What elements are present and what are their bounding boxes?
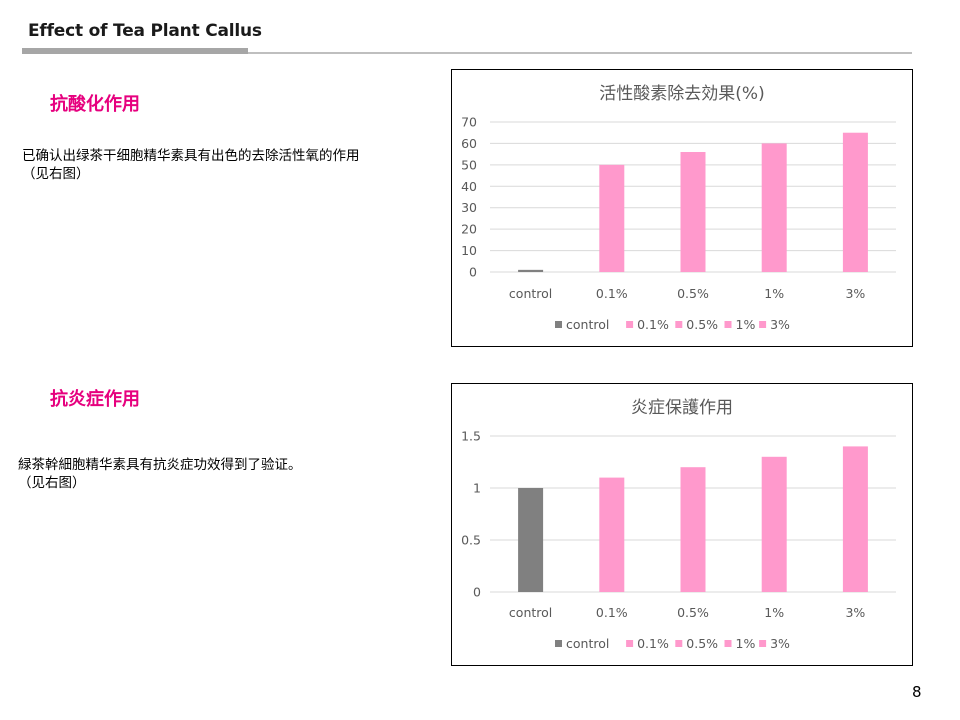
legend-entry: 3%	[770, 317, 790, 332]
x-tick-label: control	[509, 605, 552, 620]
legend-swatch	[675, 321, 683, 328]
legend-entry: control	[566, 636, 609, 651]
anti-inflammatory-description: 緑茶幹細胞精华素具有抗炎症功效得到了验证。 （见右图）	[18, 456, 302, 492]
legend-swatch	[555, 321, 562, 328]
y-tick-label: 0	[469, 265, 477, 280]
antioxidant-heading: 抗酸化作用	[50, 94, 140, 115]
legend-entry: 0.5%	[686, 636, 718, 651]
bar-0-1pct	[599, 164, 625, 272]
x-tick-label: 1%	[764, 605, 784, 620]
x-tick-label: 0.5%	[677, 286, 709, 301]
y-tick-label: 1	[473, 481, 481, 496]
y-tick-label: 40	[461, 179, 477, 194]
x-tick-label: 3%	[845, 286, 865, 301]
legend-swatch	[626, 640, 634, 647]
anti-inflammatory-text-line: （见右图）	[18, 475, 86, 491]
legend-entry: 1%	[736, 636, 756, 651]
legend-swatch	[724, 640, 732, 647]
bar-0-1pct	[599, 477, 625, 592]
legend-swatch	[555, 640, 562, 647]
y-tick-label: 70	[461, 115, 477, 130]
bar-1pct	[761, 143, 787, 272]
bar-3pct	[842, 132, 868, 272]
bar-1pct	[761, 456, 787, 592]
legend-swatch	[626, 321, 634, 328]
x-tick-label: 0.1%	[596, 605, 628, 620]
antioxidant-description: 已确认出绿茶干细胞精华素具有出色的去除活性氧的作用 （见右图）	[22, 147, 360, 183]
bar-control	[518, 488, 544, 592]
title-divider	[248, 52, 912, 54]
chart-title: 活性酸素除去効果(%)	[599, 84, 764, 104]
anti-inflammatory-heading: 抗炎症作用	[50, 389, 140, 410]
y-tick-label: 0	[473, 585, 481, 600]
y-tick-label: 30	[461, 200, 477, 215]
legend-entry: 1%	[736, 317, 756, 332]
legend-entry: control	[566, 317, 609, 332]
x-tick-label: 3%	[845, 605, 865, 620]
bar-0-5pct	[680, 467, 706, 592]
anti-inflammatory-text-line: 緑茶幹細胞精华素具有抗炎症功效得到了验证。	[18, 457, 302, 473]
page-number: 8	[912, 683, 922, 701]
legend-swatch	[675, 640, 683, 647]
legend-swatch	[759, 321, 767, 328]
slide-title: Effect of Tea Plant Callus	[28, 21, 262, 41]
legend-entry: 0.5%	[686, 317, 718, 332]
legend-entry: 0.1%	[637, 317, 669, 332]
inflammation-protection-chart: 炎症保護作用 0 0.5 1 1.5 control 0.1% 0.5% 1% 3% control…	[451, 383, 913, 666]
inflammation-protection-chart-svg: 炎症保護作用 0 0.5 1 1.5 control 0.1% 0.5% 1% 3% control…	[461, 398, 896, 651]
x-tick-label: 1%	[764, 286, 784, 301]
chart-title: 炎症保護作用	[631, 398, 733, 418]
ros-removal-chart-svg: 活性酸素除去効果(%) 0 10 20 30 40 50 60 70 control 0.1% 0.5…	[461, 84, 896, 332]
y-tick-label: 1.5	[461, 429, 481, 444]
x-tick-label: 0.1%	[596, 286, 628, 301]
title-underline	[22, 48, 248, 54]
bar-0-5pct	[680, 152, 706, 272]
bar-3pct	[842, 446, 868, 592]
legend-entry: 3%	[770, 636, 790, 651]
x-tick-label: control	[509, 286, 552, 301]
antioxidant-text-line: 已确认出绿茶干细胞精华素具有出色的去除活性氧的作用	[22, 148, 360, 164]
y-tick-label: 20	[461, 222, 477, 237]
y-tick-label: 0.5	[461, 533, 481, 548]
legend-entry: 0.1%	[637, 636, 669, 651]
x-tick-label: 0.5%	[677, 605, 709, 620]
legend-swatch	[724, 321, 732, 328]
y-tick-label: 60	[461, 136, 477, 151]
legend-swatch	[759, 640, 767, 647]
ros-removal-chart: 活性酸素除去効果(%) 0 10 20 30 40 50 60 70 control 0.1% 0.5…	[451, 69, 913, 347]
y-tick-label: 50	[461, 157, 477, 172]
bar-control	[518, 269, 544, 272]
y-tick-label: 10	[461, 243, 477, 258]
antioxidant-text-line: （见右图）	[22, 166, 90, 182]
